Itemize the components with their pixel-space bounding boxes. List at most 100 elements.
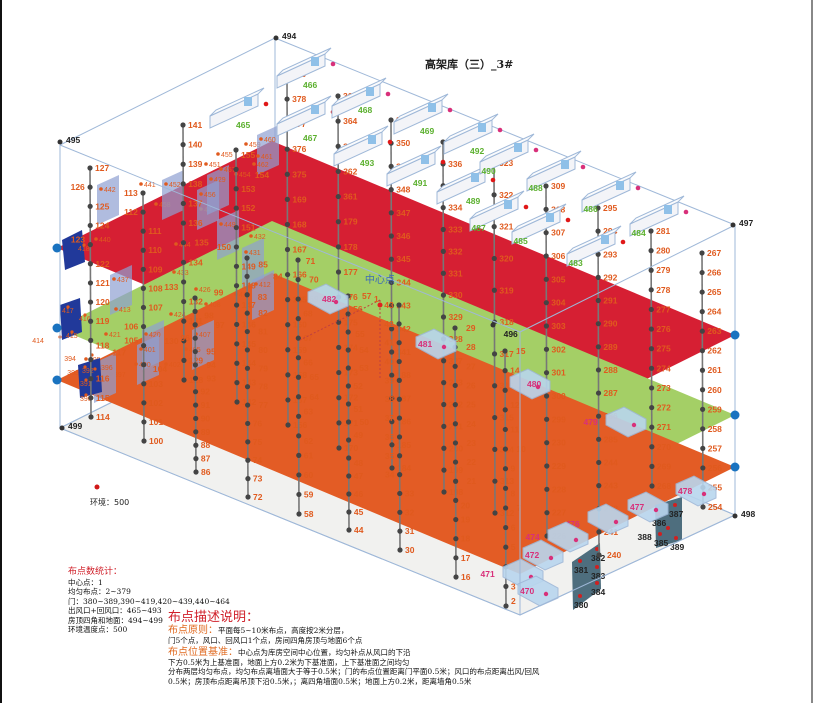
measurement-point [396, 377, 402, 383]
measurement-point [388, 303, 395, 309]
measurement-point-label: 23 [467, 438, 477, 448]
measurement-point [389, 442, 395, 448]
measurement-point-label: 93 [207, 373, 217, 383]
door-point [184, 347, 188, 351]
door-point-label: 391 [80, 381, 92, 388]
door-point-label: 397 [114, 372, 126, 379]
vent-label: 480 [527, 379, 541, 389]
door-point-label: 386 [652, 518, 666, 528]
measurement-point [543, 370, 550, 376]
measurement-point [502, 368, 508, 374]
column-line [89, 167, 92, 418]
measurement-point-label: 144 [242, 358, 256, 368]
vent-label: 489 [466, 196, 480, 206]
measurement-point-label: 72 [253, 492, 263, 502]
principle-heading: 布点原则： [168, 625, 218, 636]
vent-box-top [276, 47, 332, 77]
measurement-point [141, 400, 147, 406]
measurement-point-label: 73 [253, 474, 263, 484]
measurement-point [88, 337, 94, 343]
measurement-point-label: 53 [359, 363, 369, 373]
measurement-point-label: 33 [405, 489, 415, 499]
measurement-point-label: 88 [201, 440, 211, 450]
measurement-point-label: 260 [708, 385, 722, 395]
column-line [504, 350, 507, 607]
measurement-point [141, 419, 147, 425]
center-number: 1 [374, 294, 379, 304]
measurement-point-label: 51 [354, 404, 364, 414]
measurement-point-label: 24 [466, 419, 476, 429]
return-vent: 487 [469, 190, 529, 233]
door-point [134, 362, 138, 366]
principle-text: 平面每5~10米布点，高度按2米分层， [218, 626, 349, 635]
measurement-point [141, 362, 147, 368]
corner-point [57, 139, 63, 145]
measurement-point [335, 143, 341, 149]
door-point [666, 526, 670, 530]
door-panel [192, 320, 214, 370]
basis-text: 中心点为库房空间中心位置，均匀补点从风口的下沿 [238, 648, 411, 657]
measurement-point-label: 322 [499, 190, 513, 200]
measurement-point-label: 65 [310, 372, 320, 382]
vent-icon [616, 181, 624, 190]
door-point [209, 177, 213, 181]
door-point [172, 270, 176, 274]
measurement-point [285, 347, 291, 353]
vent-point [620, 239, 626, 245]
measurement-point-label: 240 [607, 550, 621, 560]
stats-heading: 布点数统计： [68, 567, 123, 577]
vent-point [573, 537, 579, 543]
measurement-point [181, 318, 187, 324]
vent-point [447, 107, 453, 113]
door-point-label: 457 [224, 167, 236, 174]
measurement-point [295, 394, 302, 400]
measurement-point-label: 43 [384, 300, 394, 310]
measurement-point-label: 176 [344, 292, 358, 302]
measurement-point [87, 203, 93, 209]
measurement-point-label: 16 [461, 572, 471, 582]
vent-box-top [393, 93, 449, 123]
measurement-point [441, 445, 447, 451]
door-point-label: 421 [109, 332, 121, 339]
door-point [164, 362, 168, 366]
measurement-point [233, 147, 239, 153]
measurement-point [648, 365, 655, 371]
measurement-point-label: 134 [189, 257, 203, 267]
vent-point [543, 591, 549, 597]
measurement-point-label: 62 [304, 436, 314, 446]
measurement-point [648, 326, 654, 332]
vent-icon [561, 160, 569, 169]
measurement-point-label: 64 [310, 392, 320, 402]
measurement-point-label: 342 [397, 324, 411, 334]
measurement-point [388, 256, 394, 262]
vent-label: 467 [303, 133, 317, 143]
measurement-point [87, 261, 93, 267]
measurement-point [502, 387, 508, 393]
measurement-point-label: 172 [344, 393, 358, 403]
vent-label: 492 [470, 146, 484, 156]
measurement-point [140, 285, 146, 291]
measurement-point [180, 200, 186, 207]
stats-line: 门：380~389,390~419,420~439,440~464 [68, 596, 230, 606]
measurement-point [141, 343, 147, 349]
measurement-point [396, 358, 402, 365]
stats-line: 均匀布点：2~379 [68, 587, 131, 596]
door-point [254, 282, 258, 286]
measurement-point [233, 166, 239, 172]
description-heading: 布点描述说明： [168, 610, 260, 625]
measurement-point-label: 141 [188, 120, 202, 130]
door-point-label: 388 [638, 532, 652, 542]
measurement-point-label: 121 [96, 278, 110, 288]
supply-vent: 470 [517, 575, 559, 607]
vent-point [263, 101, 269, 107]
measurement-point [544, 463, 550, 469]
measurement-point [284, 96, 290, 102]
measurement-point-label: 36 [385, 432, 395, 442]
door-point [244, 142, 248, 146]
measurement-point [492, 510, 498, 516]
measurement-point [335, 118, 341, 124]
plane-corner-dot [730, 462, 740, 472]
door-point [70, 330, 74, 334]
measurement-point-label: 105 [124, 336, 138, 346]
measurement-point-label: 66 [303, 358, 313, 368]
